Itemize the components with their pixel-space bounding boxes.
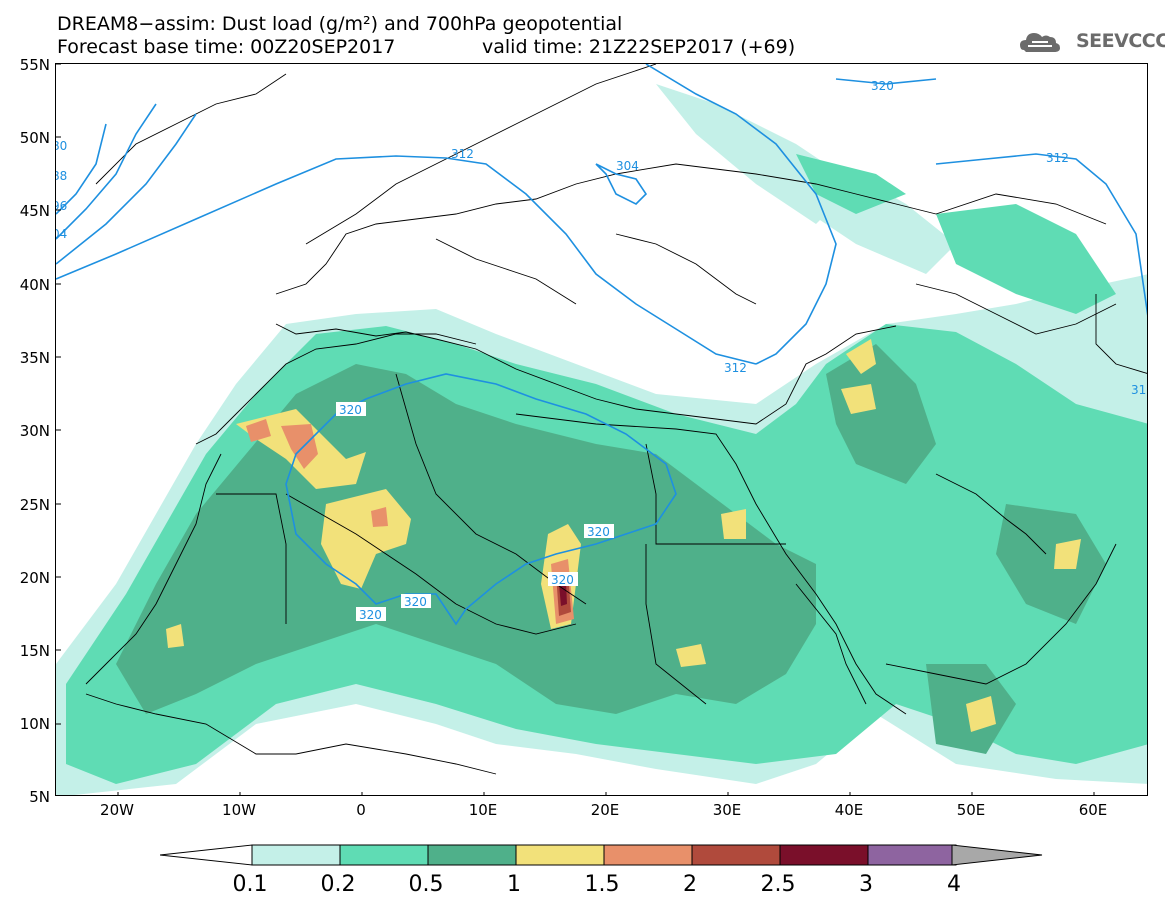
lat-label: 15N [19, 642, 50, 660]
map-title-line-1: DREAM8−assim: Dust load (g/m²) and 700hP… [57, 13, 623, 35]
contour-label: 88 [56, 169, 67, 183]
contour-label: 320 [359, 608, 382, 622]
contour-label: 312 [1046, 151, 1069, 165]
lat-label: 40N [19, 276, 50, 294]
colorbar-label: 3 [859, 872, 873, 897]
lon-label: 10E [468, 801, 498, 819]
contour-label: 04 [56, 227, 67, 241]
lat-label: 45N [19, 202, 50, 220]
colorbar-label: 1.5 [584, 872, 620, 897]
contour-label: 304 [616, 159, 639, 173]
colorbar-label: 0.1 [232, 872, 268, 897]
colorbar [160, 844, 1043, 866]
geopotential-contours [56, 64, 1147, 626]
logo-text: SEEVCCC [1076, 30, 1165, 52]
lat-label: 25N [19, 496, 50, 514]
colorbar-label: 2 [683, 872, 697, 897]
lat-label: 10N [19, 715, 50, 733]
map-canvas: 320 312 304 312 312 312 80 88 96 04 320 … [56, 64, 1148, 795]
colorbar-label: 2.5 [760, 872, 796, 897]
contour-label: 320 [871, 79, 894, 93]
lat-label: 50N [19, 129, 50, 147]
colorbar-cell [251, 844, 341, 866]
cloud-logo-icon [1020, 33, 1060, 52]
colorbar-label: 4 [947, 872, 961, 897]
contour-labels-boxed: 320 320 320 320 320 [336, 402, 614, 622]
colorbar-low-arrow [160, 844, 253, 866]
colorbar-cell [867, 844, 957, 866]
lon-label: 40E [834, 801, 864, 819]
lat-label: 30N [19, 422, 50, 440]
dust-band-2.5 [559, 582, 567, 606]
colorbar-cell [691, 844, 781, 866]
colorbar-label: 0.5 [408, 872, 444, 897]
contour-label: 312 [451, 147, 474, 161]
lon-label: 20W [100, 801, 134, 819]
dust-load-map: 320 312 304 312 312 312 80 88 96 04 320 … [55, 63, 1148, 796]
contour-label: 312 [1131, 383, 1148, 397]
lat-label: 5N [29, 788, 50, 806]
colorbar-cell [427, 844, 517, 866]
colorbar-high-arrow [951, 844, 1043, 866]
contour-label: 320 [339, 403, 362, 417]
lon-label: 60E [1078, 801, 1108, 819]
coastlines-borders [85, 64, 1147, 775]
axis-ticks [56, 64, 1095, 795]
lon-label: 50E [956, 801, 986, 819]
lat-label: 55N [19, 56, 50, 74]
contour-label: 312 [724, 361, 747, 375]
lat-label: 35N [19, 349, 50, 367]
lon-label: 0 [356, 801, 366, 819]
colorbar-cell [339, 844, 429, 866]
forecast-base-time: Forecast base time: 00Z20SEP2017 [57, 36, 396, 58]
colorbar-cell [779, 844, 869, 866]
colorbar-label: 1 [507, 872, 521, 897]
contour-labels: 320 312 304 312 312 312 80 88 96 04 [56, 79, 1148, 397]
contour-label: 320 [404, 595, 427, 609]
lat-label: 20N [19, 569, 50, 587]
colorbar-cell [603, 844, 693, 866]
colorbar-cell [515, 844, 605, 866]
contour-label: 80 [56, 139, 67, 153]
colorbar-cells [251, 844, 957, 866]
lon-label: 30E [712, 801, 742, 819]
contour-label: 320 [551, 573, 574, 587]
contour-label: 96 [56, 199, 67, 213]
colorbar-label: 0.2 [320, 872, 356, 897]
contour-label: 320 [587, 525, 610, 539]
valid-time: valid time: 21Z22SEP2017 (+69) [482, 36, 796, 58]
lon-label: 20E [590, 801, 620, 819]
lon-label: 10W [222, 801, 256, 819]
